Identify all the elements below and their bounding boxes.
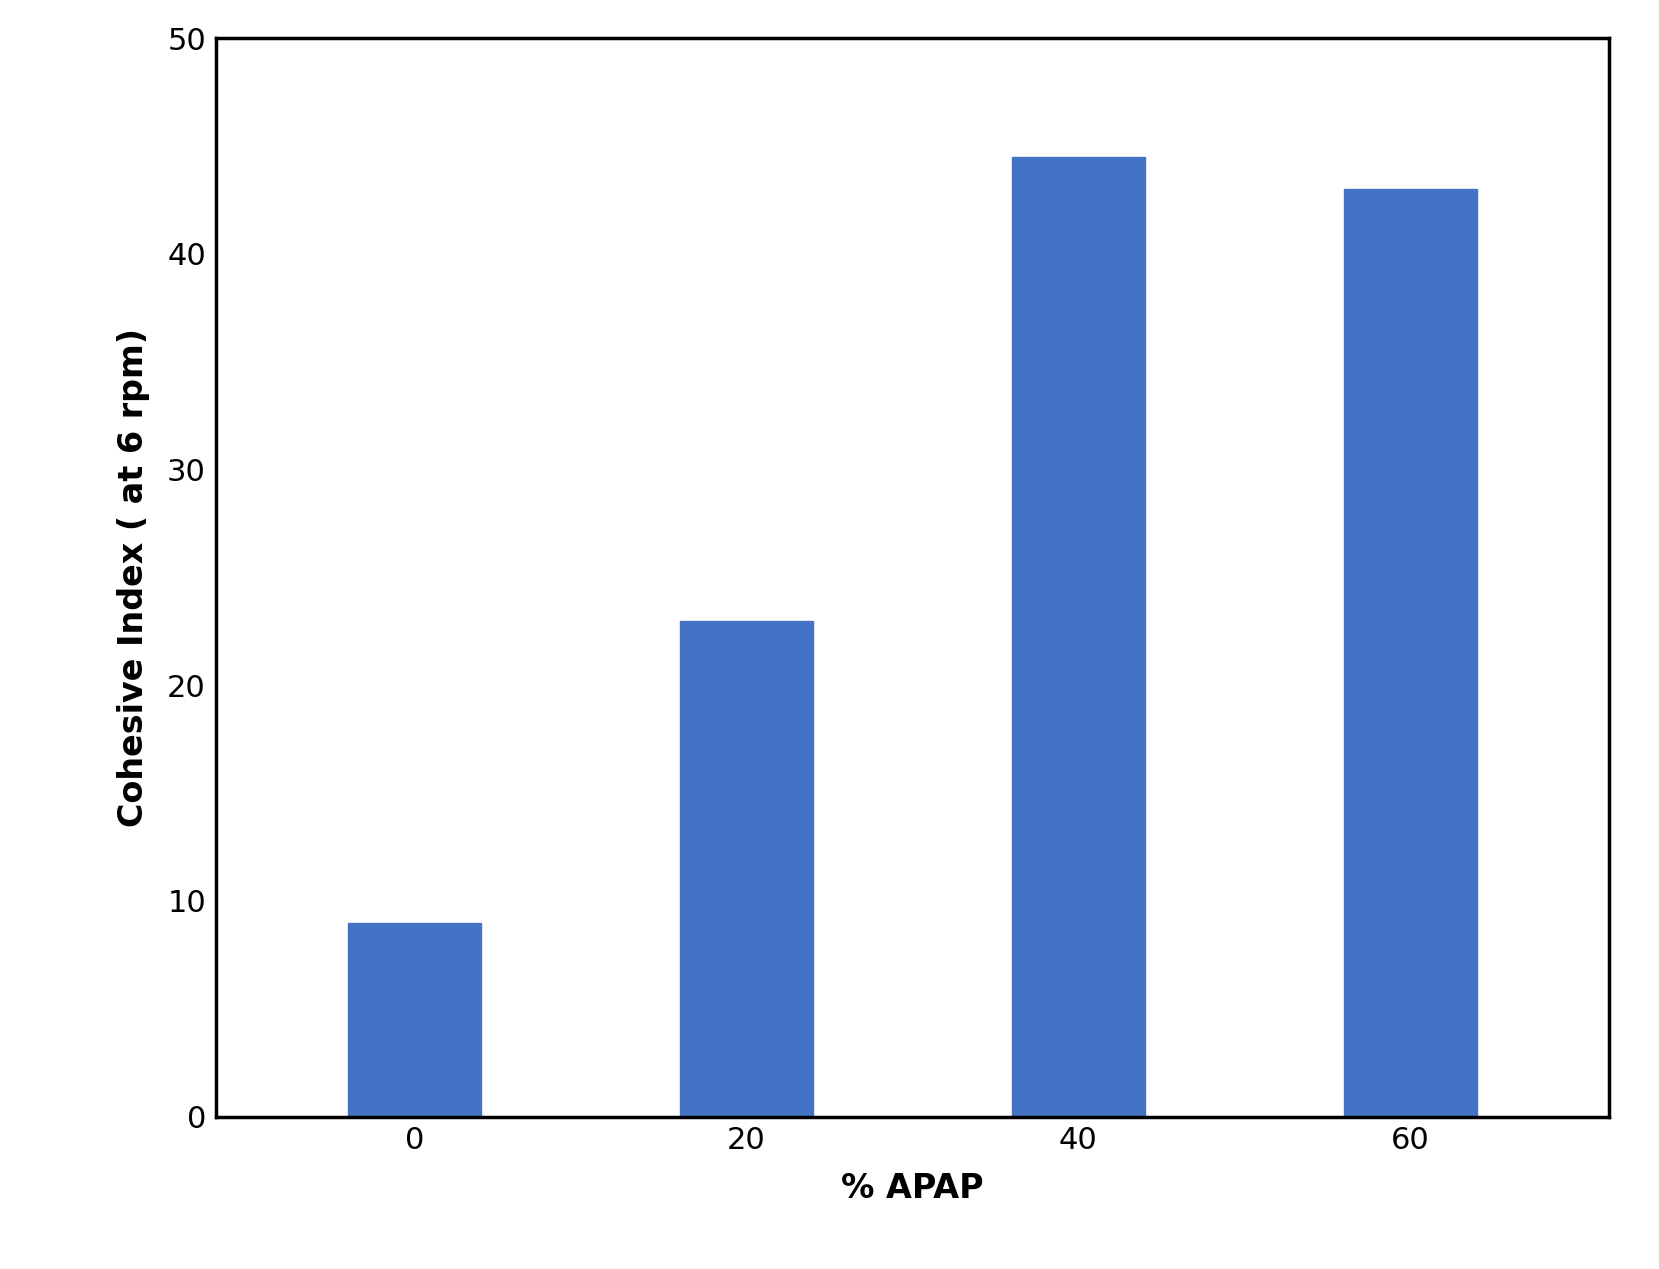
Y-axis label: Cohesive Index ( at 6 rpm): Cohesive Index ( at 6 rpm) (118, 327, 151, 827)
Bar (348, 923, 481, 1117)
Bar (680, 621, 813, 1117)
X-axis label: % APAP: % APAP (841, 1173, 984, 1206)
Bar (1344, 189, 1477, 1117)
Bar (1012, 156, 1145, 1117)
